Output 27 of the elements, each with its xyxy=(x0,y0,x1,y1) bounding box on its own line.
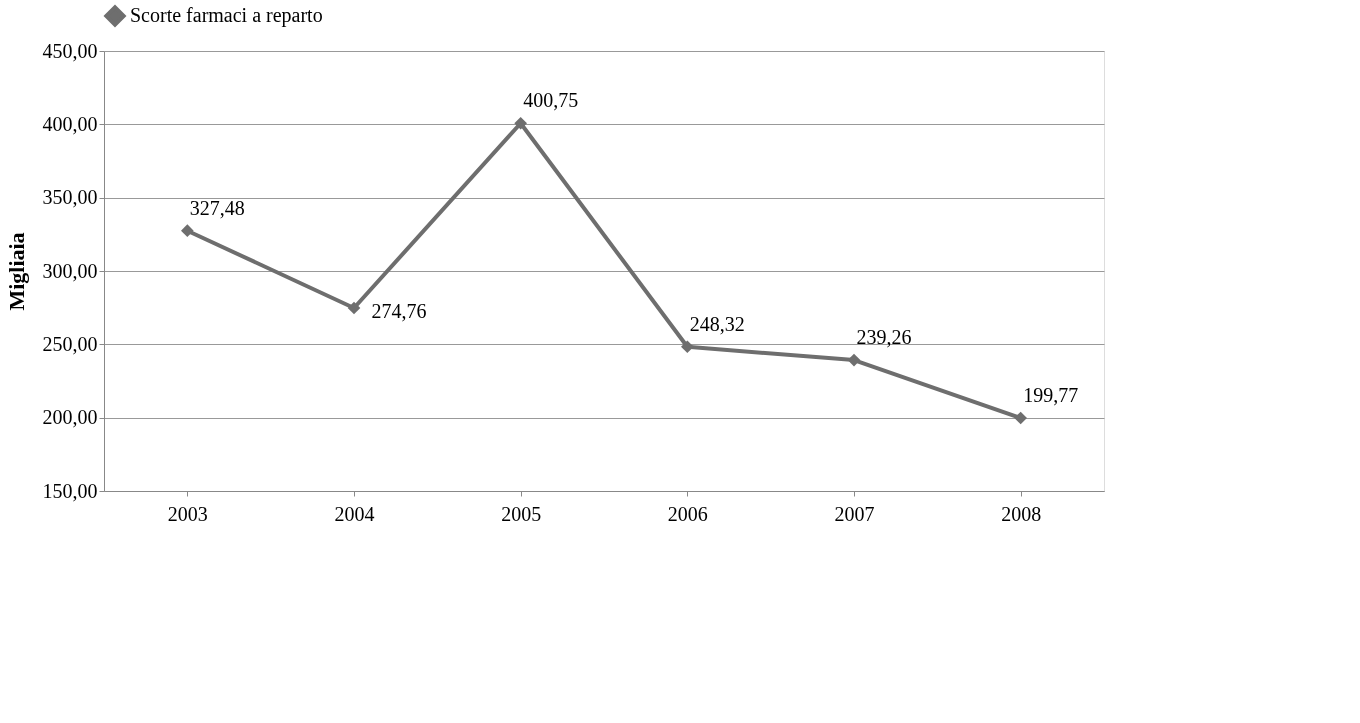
data-label: 400,75 xyxy=(523,89,579,112)
y-tick-label: 450,00 xyxy=(42,39,98,62)
data-label: 274,76 xyxy=(371,300,427,323)
y-tick-label: 200,00 xyxy=(42,406,98,429)
data-label: 327,48 xyxy=(189,196,245,219)
x-tick-label: 2007 xyxy=(834,502,875,525)
data-label: 199,77 xyxy=(1023,384,1079,406)
y-tick-label: 250,00 xyxy=(42,332,98,355)
point xyxy=(681,340,694,354)
y-axis-title: Migliaia xyxy=(3,232,29,311)
data-label: 248,32 xyxy=(689,312,745,335)
x-tick-label: 2005 xyxy=(501,502,542,525)
point xyxy=(181,224,194,238)
y-tick-label: 400,00 xyxy=(42,112,98,135)
data-label: 239,26 xyxy=(856,326,912,349)
x-tick-label: 2006 xyxy=(667,502,708,525)
y-tick-label: 350,00 xyxy=(42,186,98,209)
point xyxy=(514,116,527,130)
y-tick-label: 300,00 xyxy=(42,259,98,282)
x-tick-label: 2008 xyxy=(1001,502,1042,525)
point xyxy=(847,353,861,367)
legend-label: Scorte farmaci a reparto xyxy=(130,4,323,27)
y-tick-label: 150,00 xyxy=(42,479,98,502)
point xyxy=(347,301,361,315)
x-tick-label: 2003 xyxy=(167,502,208,525)
x-tick-label: 2004 xyxy=(334,502,375,525)
point xyxy=(1014,411,1027,425)
